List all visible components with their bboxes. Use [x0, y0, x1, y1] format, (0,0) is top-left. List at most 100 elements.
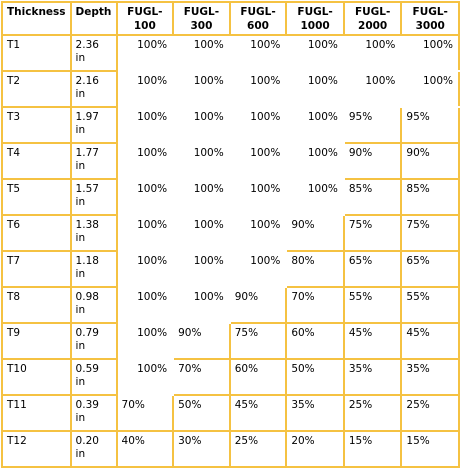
value-cell: 100% [228, 34, 288, 72]
value-cell: 60% [285, 322, 345, 360]
value-cell: 55% [400, 286, 460, 324]
thickness-cell: T1 [1, 34, 72, 72]
value-cell: 30% [172, 430, 231, 468]
table-row: T1 2.36 in 100% 100% 100% 100% 100% 100% [1, 34, 460, 72]
depth-cell: 1.77 in [69, 142, 118, 180]
thickness-cell: T12 [1, 430, 72, 468]
value-cell: 100% [172, 142, 231, 180]
table-row: T3 1.97 in 100% 100% 100% 100% 95% 95% [1, 106, 460, 144]
value-cell: 100% [172, 178, 231, 216]
value-cell: 35% [342, 358, 403, 396]
value-cell: 100% [285, 34, 345, 72]
value-cell: 20% [285, 430, 345, 468]
value-cell: 70% [115, 394, 175, 432]
value-cell: 100% [115, 214, 175, 252]
value-cell: 50% [172, 394, 231, 432]
value-cell: 100% [115, 322, 175, 360]
value-cell: 15% [342, 430, 403, 468]
depth-cell: 0.20 in [69, 430, 118, 468]
value-cell: 45% [228, 394, 288, 432]
value-cell: 95% [400, 106, 460, 144]
table-row: T2 2.16 in 100% 100% 100% 100% 100% 100% [1, 70, 460, 108]
value-cell: 85% [342, 178, 403, 216]
header-fugl-1000: FUGL-1000 [285, 1, 345, 36]
value-cell: 65% [400, 250, 460, 288]
depth-cell: 2.36 in [69, 34, 118, 72]
value-cell: 100% [228, 178, 288, 216]
header-fugl-3000: FUGL-3000 [400, 1, 460, 36]
value-cell: 100% [115, 358, 175, 396]
value-cell: 95% [342, 106, 403, 144]
value-cell: 50% [285, 358, 345, 396]
header-fugl-600: FUGL-600 [228, 1, 288, 36]
value-cell: 100% [285, 70, 345, 108]
value-cell: 100% [172, 70, 231, 108]
value-cell: 100% [115, 34, 175, 72]
value-cell: 100% [115, 250, 175, 288]
header-row: Thickness Depth FUGL-100 FUGL-300 FUGL-6… [1, 1, 460, 36]
value-cell: 85% [400, 178, 460, 216]
thickness-cell: T4 [1, 142, 72, 180]
thickness-cell: T9 [1, 322, 72, 360]
value-cell: 60% [228, 358, 288, 396]
value-cell: 100% [172, 250, 231, 288]
value-cell: 100% [285, 178, 345, 216]
header-fugl-300: FUGL-300 [172, 1, 231, 36]
value-cell: 75% [400, 214, 460, 252]
value-cell: 40% [115, 430, 175, 468]
table-row: T8 0.98 in 100% 100% 90% 70% 55% 55% [1, 286, 460, 324]
value-cell: 90% [400, 142, 460, 180]
value-cell: 100% [172, 214, 231, 252]
value-cell: 100% [228, 106, 288, 144]
value-cell: 35% [400, 358, 460, 396]
value-cell: 100% [228, 250, 288, 288]
value-cell: 45% [342, 322, 403, 360]
value-cell: 100% [342, 70, 403, 108]
value-cell: 100% [115, 286, 175, 324]
value-cell: 25% [400, 394, 460, 432]
table-row: T9 0.79 in 100% 90% 75% 60% 45% 45% [1, 322, 460, 360]
table-row: T6 1.38 in 100% 100% 100% 90% 75% 75% [1, 214, 460, 252]
value-cell: 100% [172, 106, 231, 144]
value-cell: 90% [342, 142, 403, 180]
depth-cell: 0.98 in [69, 286, 118, 324]
table-row: T7 1.18 in 100% 100% 100% 80% 65% 65% [1, 250, 460, 288]
header-fugl-2000: FUGL-2000 [342, 1, 403, 36]
value-cell: 100% [400, 70, 460, 108]
value-cell: 100% [115, 70, 175, 108]
value-cell: 80% [285, 250, 345, 288]
value-cell: 100% [400, 34, 460, 72]
value-cell: 55% [342, 286, 403, 324]
thickness-cell: T5 [1, 178, 72, 216]
value-cell: 100% [115, 178, 175, 216]
value-cell: 100% [172, 34, 231, 72]
value-cell: 15% [400, 430, 460, 468]
thickness-cell: T7 [1, 250, 72, 288]
value-cell: 90% [172, 322, 231, 360]
value-cell: 100% [228, 142, 288, 180]
table-row: T4 1.77 in 100% 100% 100% 100% 90% 90% [1, 142, 460, 180]
value-cell: 100% [285, 142, 345, 180]
value-cell: 25% [228, 430, 288, 468]
table-row: T12 0.20 in 40% 30% 25% 20% 15% 15% [1, 430, 460, 468]
table-row: T10 0.59 in 100% 70% 60% 50% 35% 35% [1, 358, 460, 396]
depth-cell: 0.79 in [69, 322, 118, 360]
value-cell: 70% [172, 358, 231, 396]
value-cell: 35% [285, 394, 345, 432]
depth-cell: 1.57 in [69, 178, 118, 216]
depth-cell: 1.38 in [69, 214, 118, 252]
value-cell: 45% [400, 322, 460, 360]
value-cell: 65% [342, 250, 403, 288]
value-cell: 100% [115, 142, 175, 180]
header-depth: Depth [69, 1, 118, 36]
depth-cell: 1.97 in [69, 106, 118, 144]
value-cell: 100% [228, 214, 288, 252]
thickness-cell: T3 [1, 106, 72, 144]
value-cell: 100% [228, 70, 288, 108]
depth-cell: 1.18 in [69, 250, 118, 288]
depth-cell: 2.16 in [69, 70, 118, 108]
depth-cell: 0.39 in [69, 394, 118, 432]
value-cell: 75% [342, 214, 403, 252]
